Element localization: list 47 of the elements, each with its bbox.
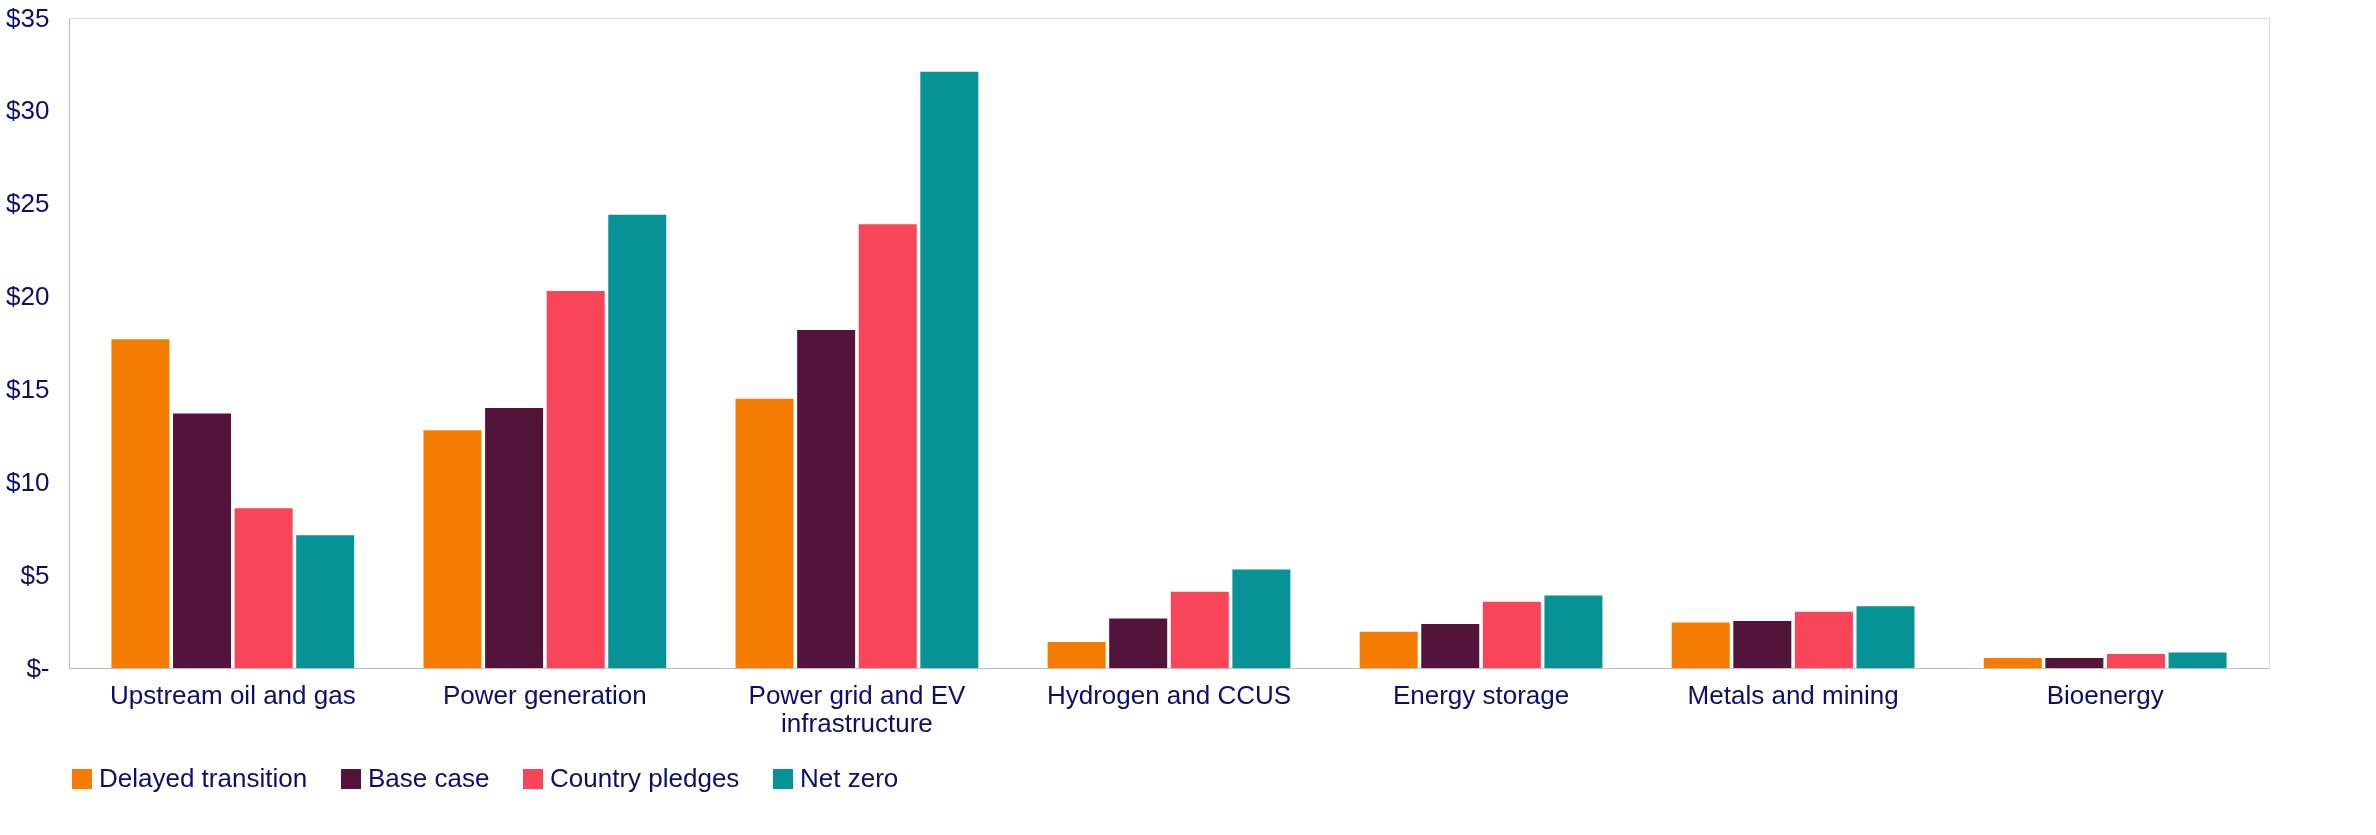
bar	[234, 508, 293, 668]
bar	[111, 339, 170, 668]
bar	[1170, 591, 1229, 668]
legend-label: Net zero	[800, 763, 899, 793]
bar	[485, 408, 544, 668]
y-tick-label: $20	[6, 281, 50, 312]
legend-label: Delayed transition	[99, 763, 308, 793]
bar	[1856, 606, 1915, 668]
x-tick-label: Energy storage	[1392, 679, 1570, 710]
bar	[546, 291, 605, 668]
x-tick-label: Metals and mining	[1687, 679, 1899, 710]
x-tick-label: Upstream oil and gas	[109, 679, 356, 710]
y-tick-label: $5	[20, 559, 50, 590]
bar	[1482, 601, 1541, 668]
bar	[1359, 631, 1418, 668]
y-tick-label: $10	[6, 466, 50, 497]
x-tick-label: Power grid and EV infrastructure	[748, 679, 966, 738]
bar	[1232, 569, 1291, 668]
legend-label: Country pledges	[550, 763, 740, 793]
bar	[423, 430, 482, 668]
legend-label: Base case	[368, 763, 490, 793]
bar	[1544, 595, 1603, 668]
bar	[1421, 623, 1480, 668]
bar	[1109, 618, 1168, 668]
x-tick-label: Power generation	[442, 679, 647, 710]
y-tick-label: $15	[6, 373, 50, 404]
bar	[608, 214, 667, 668]
y-tick-label: $35	[6, 2, 50, 33]
y-tick-label: $-	[26, 652, 50, 683]
bar	[858, 224, 917, 668]
bar	[920, 71, 979, 668]
bar	[173, 413, 232, 668]
bar	[1733, 621, 1792, 668]
x-tick-label: Hydrogen and CCUS	[1046, 679, 1292, 710]
y-tick-label: $30	[6, 95, 50, 126]
bar	[2045, 657, 2104, 668]
y-tick-label: $25	[6, 188, 50, 219]
bar	[296, 535, 355, 668]
bar	[1047, 642, 1106, 668]
bar	[735, 398, 794, 668]
bar	[2168, 652, 2227, 668]
bar	[797, 330, 856, 668]
bar	[2106, 654, 2165, 668]
x-tick-label: Bioenergy	[2046, 679, 2164, 710]
bar	[1983, 657, 2042, 668]
bar	[1671, 622, 1730, 668]
bar	[1794, 611, 1853, 668]
